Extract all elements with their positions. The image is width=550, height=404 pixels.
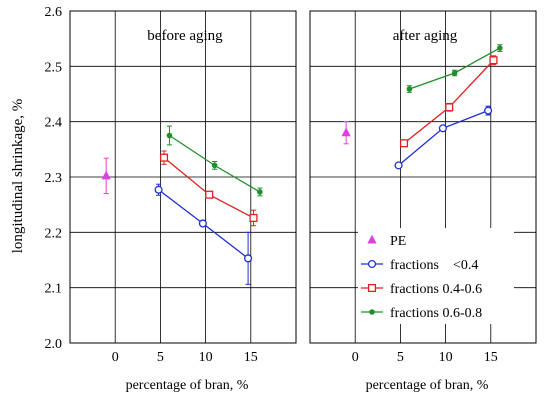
x-tick-label: 10 [439,350,453,365]
legend: PE fractions <0.4 fractions 0.4-0.6 fractio… [358,228,514,324]
x-axis-label: percentage of bran, % [366,378,489,393]
data-point [445,103,454,112]
y-tick-label: 2.4 [45,116,63,131]
data-point [399,139,409,148]
data-point [198,219,207,228]
legend-entry: fractions <0.4 [361,258,478,273]
plot-frame [309,10,537,344]
series-square [399,55,498,148]
legend-entry: fractions 0.6-0.8 [361,306,482,321]
y-tick-label: 2.6 [45,5,63,20]
series-triangle [101,157,111,195]
series-square [159,150,258,227]
data-point [159,153,169,162]
series-circle [394,105,493,170]
legend-marker [369,309,375,315]
x-tick-label: 0 [352,350,359,365]
data-point [244,254,253,263]
panel-title: before aging [147,28,223,44]
legend-box [358,228,514,324]
legend-entry: PE [367,234,406,249]
x-tick-label: 0 [112,350,119,365]
x-tick-label: 15 [484,350,498,365]
data-point [341,127,351,137]
data-point [166,132,173,139]
x-tick-label: 5 [397,350,404,365]
series-line [163,157,254,219]
legend-label: PE [390,234,406,249]
legend-label: fractions 0.4-0.6 [390,282,482,297]
data-point [497,45,503,51]
panel-title: after aging [393,28,458,44]
data-point [406,86,413,92]
x-tick-label: 10 [199,350,213,365]
y-tick-label: 2.2 [45,226,63,241]
legend-marker [367,259,377,269]
y-tick-label: 2.0 [45,337,63,352]
series-triangle [341,121,351,145]
y-axis-label: longitudinal shrinkage, % [10,99,26,254]
plot-frame [69,10,297,344]
data-point [484,106,493,115]
x-tick-label: 15 [244,350,258,365]
data-point [489,56,498,65]
data-point [451,70,458,76]
x-axis-label: percentage of bran, % [126,378,249,393]
legend-entry: fractions 0.4-0.6 [361,282,482,297]
legend-marker [367,283,377,293]
data-point [257,189,263,195]
y-tick-label: 2.5 [45,60,63,75]
data-point [211,162,218,169]
data-point [249,213,258,222]
x-tick-label: 5 [157,350,164,365]
chart-panels: 2.0 2.1 2.2 2.3 2.4 2.5 2.6 0 5 10 15 percentage of… [45,5,537,393]
data-point [438,124,447,133]
series-line [398,109,489,166]
y-tick-label: 2.3 [45,171,63,186]
data-point [394,161,403,170]
data-point [205,190,214,199]
series-diamond [166,125,263,197]
chart-panel-before-aging: 2.0 2.1 2.2 2.3 2.4 2.5 2.6 0 5 10 15 percentage of… [45,5,297,393]
series-diamond [406,44,503,93]
series-line [403,59,494,144]
legend-label: fractions <0.4 [390,258,478,273]
legend-label: fractions 0.6-0.8 [390,306,482,321]
series-circle [154,183,253,285]
data-point [101,170,111,180]
y-tick-label: 2.1 [45,282,63,297]
chart-panel-after-aging: 0 5 10 15 percentage of bran, % after aging PE… [309,10,537,393]
legend-marker [367,234,377,244]
data-point [154,185,163,194]
